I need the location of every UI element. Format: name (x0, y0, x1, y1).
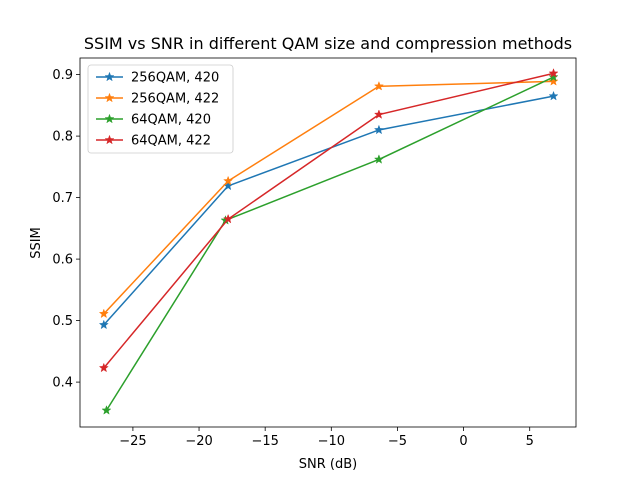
data-point (548, 71, 559, 82)
data-point (98, 319, 109, 330)
x-tick-label: −15 (251, 434, 278, 449)
y-tick-label: 0.7 (52, 191, 73, 206)
x-axis-label: SNR (dB) (299, 457, 357, 472)
y-tick-label: 0.9 (52, 68, 73, 83)
series-line (103, 95, 554, 326)
series-line (105, 76, 554, 411)
legend-label: 256QAM, 420 (131, 71, 219, 86)
data-point (548, 76, 559, 86)
x-tick-label: 5 (526, 434, 534, 449)
x-tick-label: −10 (318, 434, 345, 449)
axes-frame (79, 57, 577, 428)
y-axis-label: SSIM (29, 227, 44, 259)
legend-box (87, 64, 234, 154)
data-point (548, 68, 559, 78)
data-point (548, 90, 559, 101)
data-point (373, 124, 384, 135)
legend-marker (104, 113, 115, 124)
legend-label: 256QAM, 422 (131, 92, 219, 107)
data-point (98, 308, 109, 319)
x-tick-label: −5 (388, 434, 407, 449)
x-tick-label: −20 (185, 434, 212, 449)
x-tick-label: −25 (119, 434, 146, 449)
plot-area: −25 −20 −15 −10 −5 0 5 0.4 0.5 0.6 0.7 0.8 0.9 (52, 57, 577, 449)
data-point (223, 213, 234, 224)
y-tick-label: 0.4 (52, 376, 73, 391)
data-point (373, 80, 384, 91)
legend-label: 64QAM, 420 (131, 113, 211, 128)
y-tick-label: 0.8 (52, 130, 73, 145)
data-point (101, 405, 112, 415)
legend-marker (104, 92, 115, 103)
data-point (373, 154, 384, 164)
legend: 256QAM, 420 256QAM, 422 64QAM, 420 64QAM, 4… (87, 64, 234, 154)
legend-label: 64QAM, 422 (131, 134, 211, 149)
y-tick-label: 0.6 (52, 253, 73, 268)
chart-title: SSIM vs SNR in different QAM size and co… (84, 34, 572, 53)
series-line (103, 80, 554, 315)
legend-marker (104, 134, 115, 145)
data-point (223, 175, 234, 186)
x-tick-label: 0 (459, 434, 467, 449)
legend-marker (104, 71, 115, 82)
y-tick-label: 0.5 (52, 314, 73, 329)
data-point (98, 362, 109, 373)
series-line (103, 72, 554, 369)
data-point (373, 109, 384, 119)
